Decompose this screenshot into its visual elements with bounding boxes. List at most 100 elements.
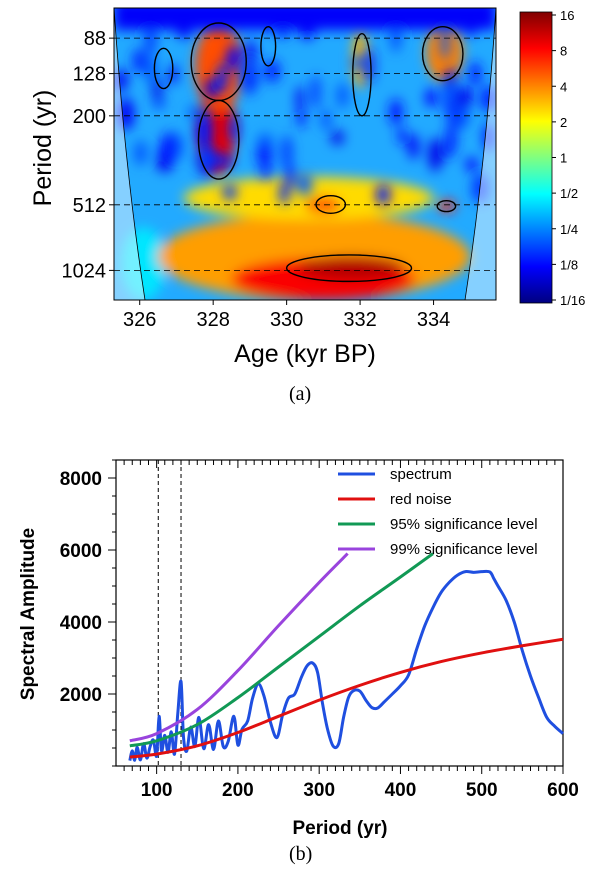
low-power-blob [351, 55, 363, 70]
y-tick-label-b: 4000 [60, 613, 102, 634]
colorbar-label: 2 [560, 115, 567, 130]
minor-ticks-b [108, 459, 564, 774]
caption-b: (b) [289, 843, 313, 865]
low-power-band [114, 8, 496, 30]
low-power-blob [428, 137, 443, 172]
low-power-blob [279, 182, 290, 205]
legend: spectrum red noise 95% significance level 9… [338, 466, 538, 558]
low-power-blob [281, 135, 293, 170]
x-tick-label-b: 100 [141, 780, 173, 801]
x-tick-label-a: 326 [123, 309, 156, 331]
low-power-blob [296, 109, 306, 128]
low-power-blob [310, 75, 321, 109]
coi-line-right [464, 8, 496, 300]
significance-contour [436, 199, 457, 213]
series-line-red-noise [129, 637, 564, 759]
x-tick-label-a: 332 [343, 309, 376, 331]
significance-contour [153, 47, 174, 90]
low-power-blob [285, 164, 295, 189]
x-tick-label-b: 400 [385, 780, 417, 801]
significance-contour [352, 33, 372, 117]
significance-contour [260, 26, 277, 67]
colorbar-label: 16 [560, 8, 574, 23]
y-tick-label-b: 6000 [60, 541, 102, 562]
coi-line-left [114, 8, 146, 300]
period-reference-lines [114, 37, 496, 271]
x-axis-label-a: Age (kyr BP) [234, 340, 376, 368]
low-power-blob [217, 62, 228, 93]
coi-right [465, 8, 496, 300]
low-power-blob [114, 69, 128, 92]
legend-label: 99% significance level [390, 541, 538, 558]
power-region [297, 256, 405, 280]
series-line-spectrum [128, 569, 564, 762]
y-tick-label-a: 512 [73, 195, 106, 217]
low-power-blob [187, 106, 199, 119]
colorbar-label: 1/8 [560, 257, 578, 272]
low-power-blob [376, 184, 391, 205]
y-tick-label-a: 88 [84, 28, 106, 50]
low-power-blob [217, 153, 232, 168]
legend-label: red noise [390, 491, 452, 508]
low-power-blob [465, 157, 478, 172]
x-tick-label-b: 600 [547, 780, 579, 801]
legend-label: 95% significance level [390, 516, 538, 533]
low-power-blob [425, 88, 438, 107]
low-power-blob [336, 83, 349, 108]
coi-left [114, 8, 145, 300]
y-axis-label-a: Period (yr) [29, 90, 57, 207]
significance-contour [285, 254, 413, 283]
low-power-blob [455, 86, 473, 109]
x-tick-label-b: 200 [222, 780, 254, 801]
colorbar-label: 8 [560, 44, 567, 59]
low-power-blob [321, 109, 331, 131]
low-power-blob [480, 85, 496, 112]
low-power-blob [222, 184, 237, 201]
panel-b: 100 200 300 400 500 600 2000 4000 6000 8000 spec… [18, 459, 579, 839]
plot-frame-b [115, 459, 564, 767]
series-line-95-significance-level [129, 552, 434, 748]
low-power-blob [296, 85, 305, 113]
low-power-blob [389, 98, 403, 126]
y-tick-label-a: 1024 [62, 260, 107, 282]
colorbar: 16 8 4 2 1 1/2 1/4 1/8 1/16 [519, 8, 585, 308]
low-power-blob [144, 21, 157, 56]
low-power-blob [152, 78, 163, 100]
legend-label: spectrum [390, 466, 452, 483]
low-power-blob [226, 45, 241, 71]
reference-vlines [157, 460, 182, 766]
colorbar-labels: 16 8 4 2 1 1/2 1/4 1/8 1/16 [552, 8, 585, 308]
colorbar-gradient [519, 11, 553, 304]
x-tick-label-a: 334 [417, 309, 450, 331]
colorbar-label: 1/16 [560, 293, 585, 308]
x-axis-label-b: Period (yr) [292, 818, 387, 839]
low-power-blob [445, 124, 457, 155]
x-tick-label-b: 500 [466, 780, 498, 801]
y-tick-label-b: 8000 [60, 469, 102, 490]
low-power-blob [256, 142, 273, 167]
low-power-blob [408, 133, 419, 160]
wavelet-heatmap [114, 8, 496, 300]
low-power-blob [260, 159, 271, 180]
colorbar-label: 1 [560, 151, 567, 166]
y-axis-b: 2000 4000 6000 8000 [60, 469, 102, 706]
low-power-blob [397, 127, 407, 145]
y-tick-label-b: 2000 [60, 685, 102, 706]
heatmap-frame [113, 7, 497, 301]
series-lines [128, 552, 564, 762]
low-power-blob [152, 96, 165, 109]
series-line-99-significance-level [129, 552, 349, 743]
power-region [305, 196, 342, 214]
significance-contour [190, 22, 247, 102]
low-power-blob [330, 130, 344, 145]
x-axis-b: 100 200 300 400 500 600 [141, 780, 579, 801]
x-tick-label-a: 330 [270, 309, 303, 331]
cone-of-influence [114, 8, 496, 300]
low-power-blob [440, 27, 450, 60]
caption-a: (a) [289, 383, 312, 405]
low-power-blob [205, 78, 219, 99]
colorbar-label: 4 [560, 79, 567, 94]
y-axis-a: 88 128 200 512 1024 [62, 28, 114, 282]
